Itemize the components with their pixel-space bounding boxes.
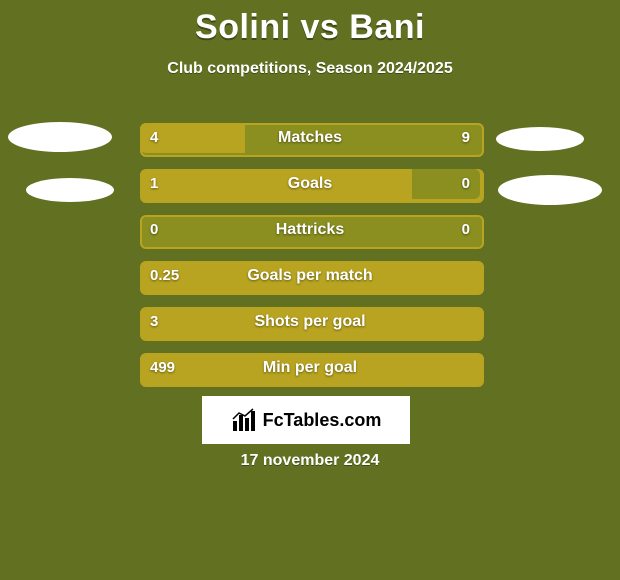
stat-row: Min per goal499 [140,353,480,383]
stat-row: Matches4 9 [140,123,480,153]
stat-value-left: 0.25 [150,261,179,291]
stat-value-right: 9 [462,123,470,153]
stat-value-right: 0 [462,215,470,245]
page-title: Solini vs Bani [0,8,620,47]
stat-value-left: 0 [150,215,158,245]
watermark-text: FcTables.com [263,410,382,431]
stat-label: Shots per goal [140,307,480,337]
team-logo-placeholder [498,175,602,205]
stat-label: Goals per match [140,261,480,291]
team-logo-placeholder [26,178,114,202]
page-subtitle: Club competitions, Season 2024/2025 [0,60,620,78]
snapshot-date: 17 november 2024 [0,452,620,470]
stat-label: Matches [140,123,480,153]
stat-label: Min per goal [140,353,480,383]
team-logo-placeholder [8,122,112,152]
team-logo-placeholder [496,127,584,151]
stat-row: Shots per goal3 [140,307,480,337]
stat-value-left: 1 [150,169,158,199]
stat-row: Goals per match0.25 [140,261,480,291]
stat-value-left: 3 [150,307,158,337]
stat-value-left: 4 [150,123,158,153]
watermark: FcTables.com [202,396,410,444]
stat-label: Hattricks [140,215,480,245]
stat-row: Goals1 0 [140,169,480,199]
stat-row: Hattricks0 0 [140,215,480,245]
comparison-infographic: Solini vs Bani Club competitions, Season… [0,0,620,580]
stat-value-right: 0 [462,169,470,199]
stat-value-left: 499 [150,353,175,383]
stat-label: Goals [140,169,480,199]
chart-icon [231,407,257,433]
